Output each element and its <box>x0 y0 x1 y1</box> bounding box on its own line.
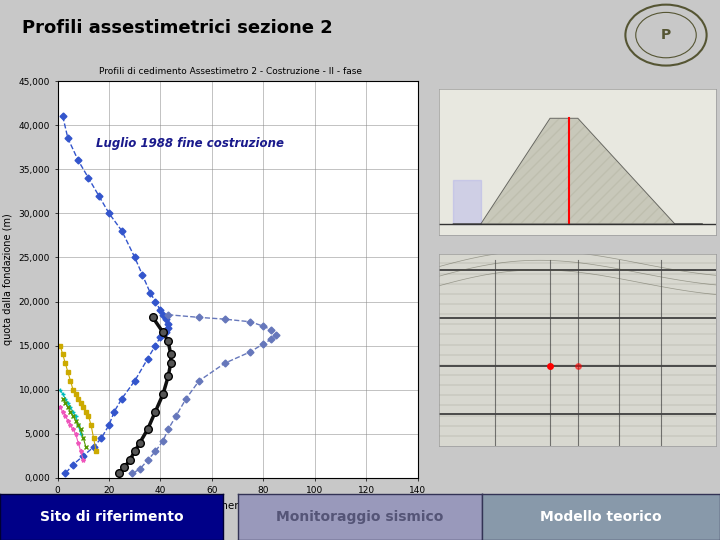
Text: Sito di riferimento: Sito di riferimento <box>40 510 184 524</box>
Text: Luglio 1988 fine costruzione: Luglio 1988 fine costruzione <box>96 137 284 150</box>
Polygon shape <box>453 118 703 224</box>
Y-axis label: quota dalla fondazione (m): quota dalla fondazione (m) <box>3 214 13 345</box>
Text: P: P <box>661 28 671 42</box>
Text: Modello teorico: Modello teorico <box>541 510 662 524</box>
Text: Profili di cedimento Assestimetro 2 - Costruzione - II - fase: Profili di cedimento Assestimetro 2 - Co… <box>99 68 362 77</box>
Text: Profili assestimetrici sezione 2: Profili assestimetrici sezione 2 <box>22 19 333 37</box>
Text: Monitoraggio sismico: Monitoraggio sismico <box>276 510 444 524</box>
Polygon shape <box>453 180 481 224</box>
X-axis label: cedimento (cm): cedimento (cm) <box>197 500 279 510</box>
